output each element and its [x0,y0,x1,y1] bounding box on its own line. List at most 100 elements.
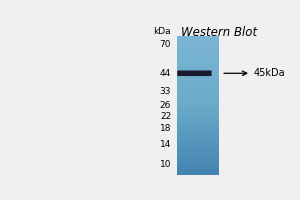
Bar [177,130,219,131]
Bar [177,107,219,108]
Bar [177,141,219,143]
Bar [177,49,219,50]
Bar [177,83,219,84]
Bar [177,104,219,106]
Bar [177,68,219,69]
Bar [177,62,219,63]
Bar [177,80,219,82]
Bar [177,91,219,92]
Text: 70: 70 [160,40,171,49]
Bar [177,123,219,124]
Bar [177,113,219,114]
Bar [177,41,219,42]
Bar [177,163,219,165]
Bar [177,159,219,160]
Bar [177,78,219,79]
Bar [177,167,219,168]
Bar [177,117,219,118]
Bar [177,132,219,133]
Bar [177,98,219,99]
Bar [177,154,219,155]
Bar [177,131,219,132]
Bar [177,65,219,67]
Bar [177,119,219,121]
Bar [177,76,219,77]
Bar [177,115,219,116]
Bar [177,103,219,105]
Bar [177,143,219,144]
Text: 45kDa: 45kDa [224,68,285,78]
Text: Western Blot: Western Blot [181,26,257,39]
Bar [177,69,219,70]
Bar [177,36,219,38]
Bar [177,64,219,65]
Bar [177,85,219,86]
Bar [177,81,219,83]
Text: kDa: kDa [154,27,171,36]
Bar [177,59,219,61]
Bar [177,139,219,140]
Bar [177,174,219,175]
Bar [177,51,219,53]
Bar [177,71,219,72]
Text: 26: 26 [160,101,171,110]
Bar [177,50,219,51]
Bar [177,61,219,62]
Bar [177,46,219,47]
Bar [177,144,219,145]
Bar [177,137,219,138]
Bar [177,161,219,162]
Text: 33: 33 [160,87,171,96]
Bar [177,153,219,154]
Bar [177,145,219,146]
Bar [177,86,219,87]
Bar [177,108,219,109]
Bar [177,102,219,103]
Bar [177,166,219,167]
Bar [177,128,219,129]
Bar [177,152,219,153]
Bar [177,121,219,122]
Bar [177,148,219,150]
Bar [177,42,219,43]
Bar [177,72,219,73]
Bar [177,93,219,94]
Bar [177,55,219,56]
Bar [177,136,219,137]
Bar [177,79,219,80]
Bar [177,40,219,41]
Bar [177,134,219,136]
Bar [177,110,219,112]
Bar [177,125,219,127]
Bar [177,39,219,40]
Bar [177,114,219,115]
Bar [177,66,219,68]
Bar [177,111,219,113]
Bar [177,150,219,151]
Bar [177,88,219,90]
Bar [177,48,219,49]
Bar [177,122,219,123]
Bar [177,73,219,75]
Bar [177,87,219,88]
Bar [177,84,219,85]
Bar [177,129,219,130]
Bar [177,133,219,135]
Bar [177,146,219,147]
Bar [177,43,219,45]
Bar [177,140,219,142]
Bar [177,106,219,107]
Bar [177,165,219,166]
Bar [177,155,219,157]
Bar [177,47,219,48]
Bar [177,96,219,98]
Bar [177,124,219,125]
Text: 10: 10 [160,160,171,169]
FancyBboxPatch shape [177,71,211,76]
Bar [177,158,219,159]
Text: 14: 14 [160,140,171,149]
Bar [177,170,219,172]
Bar [177,162,219,164]
Bar [177,58,219,60]
Bar [177,74,219,76]
